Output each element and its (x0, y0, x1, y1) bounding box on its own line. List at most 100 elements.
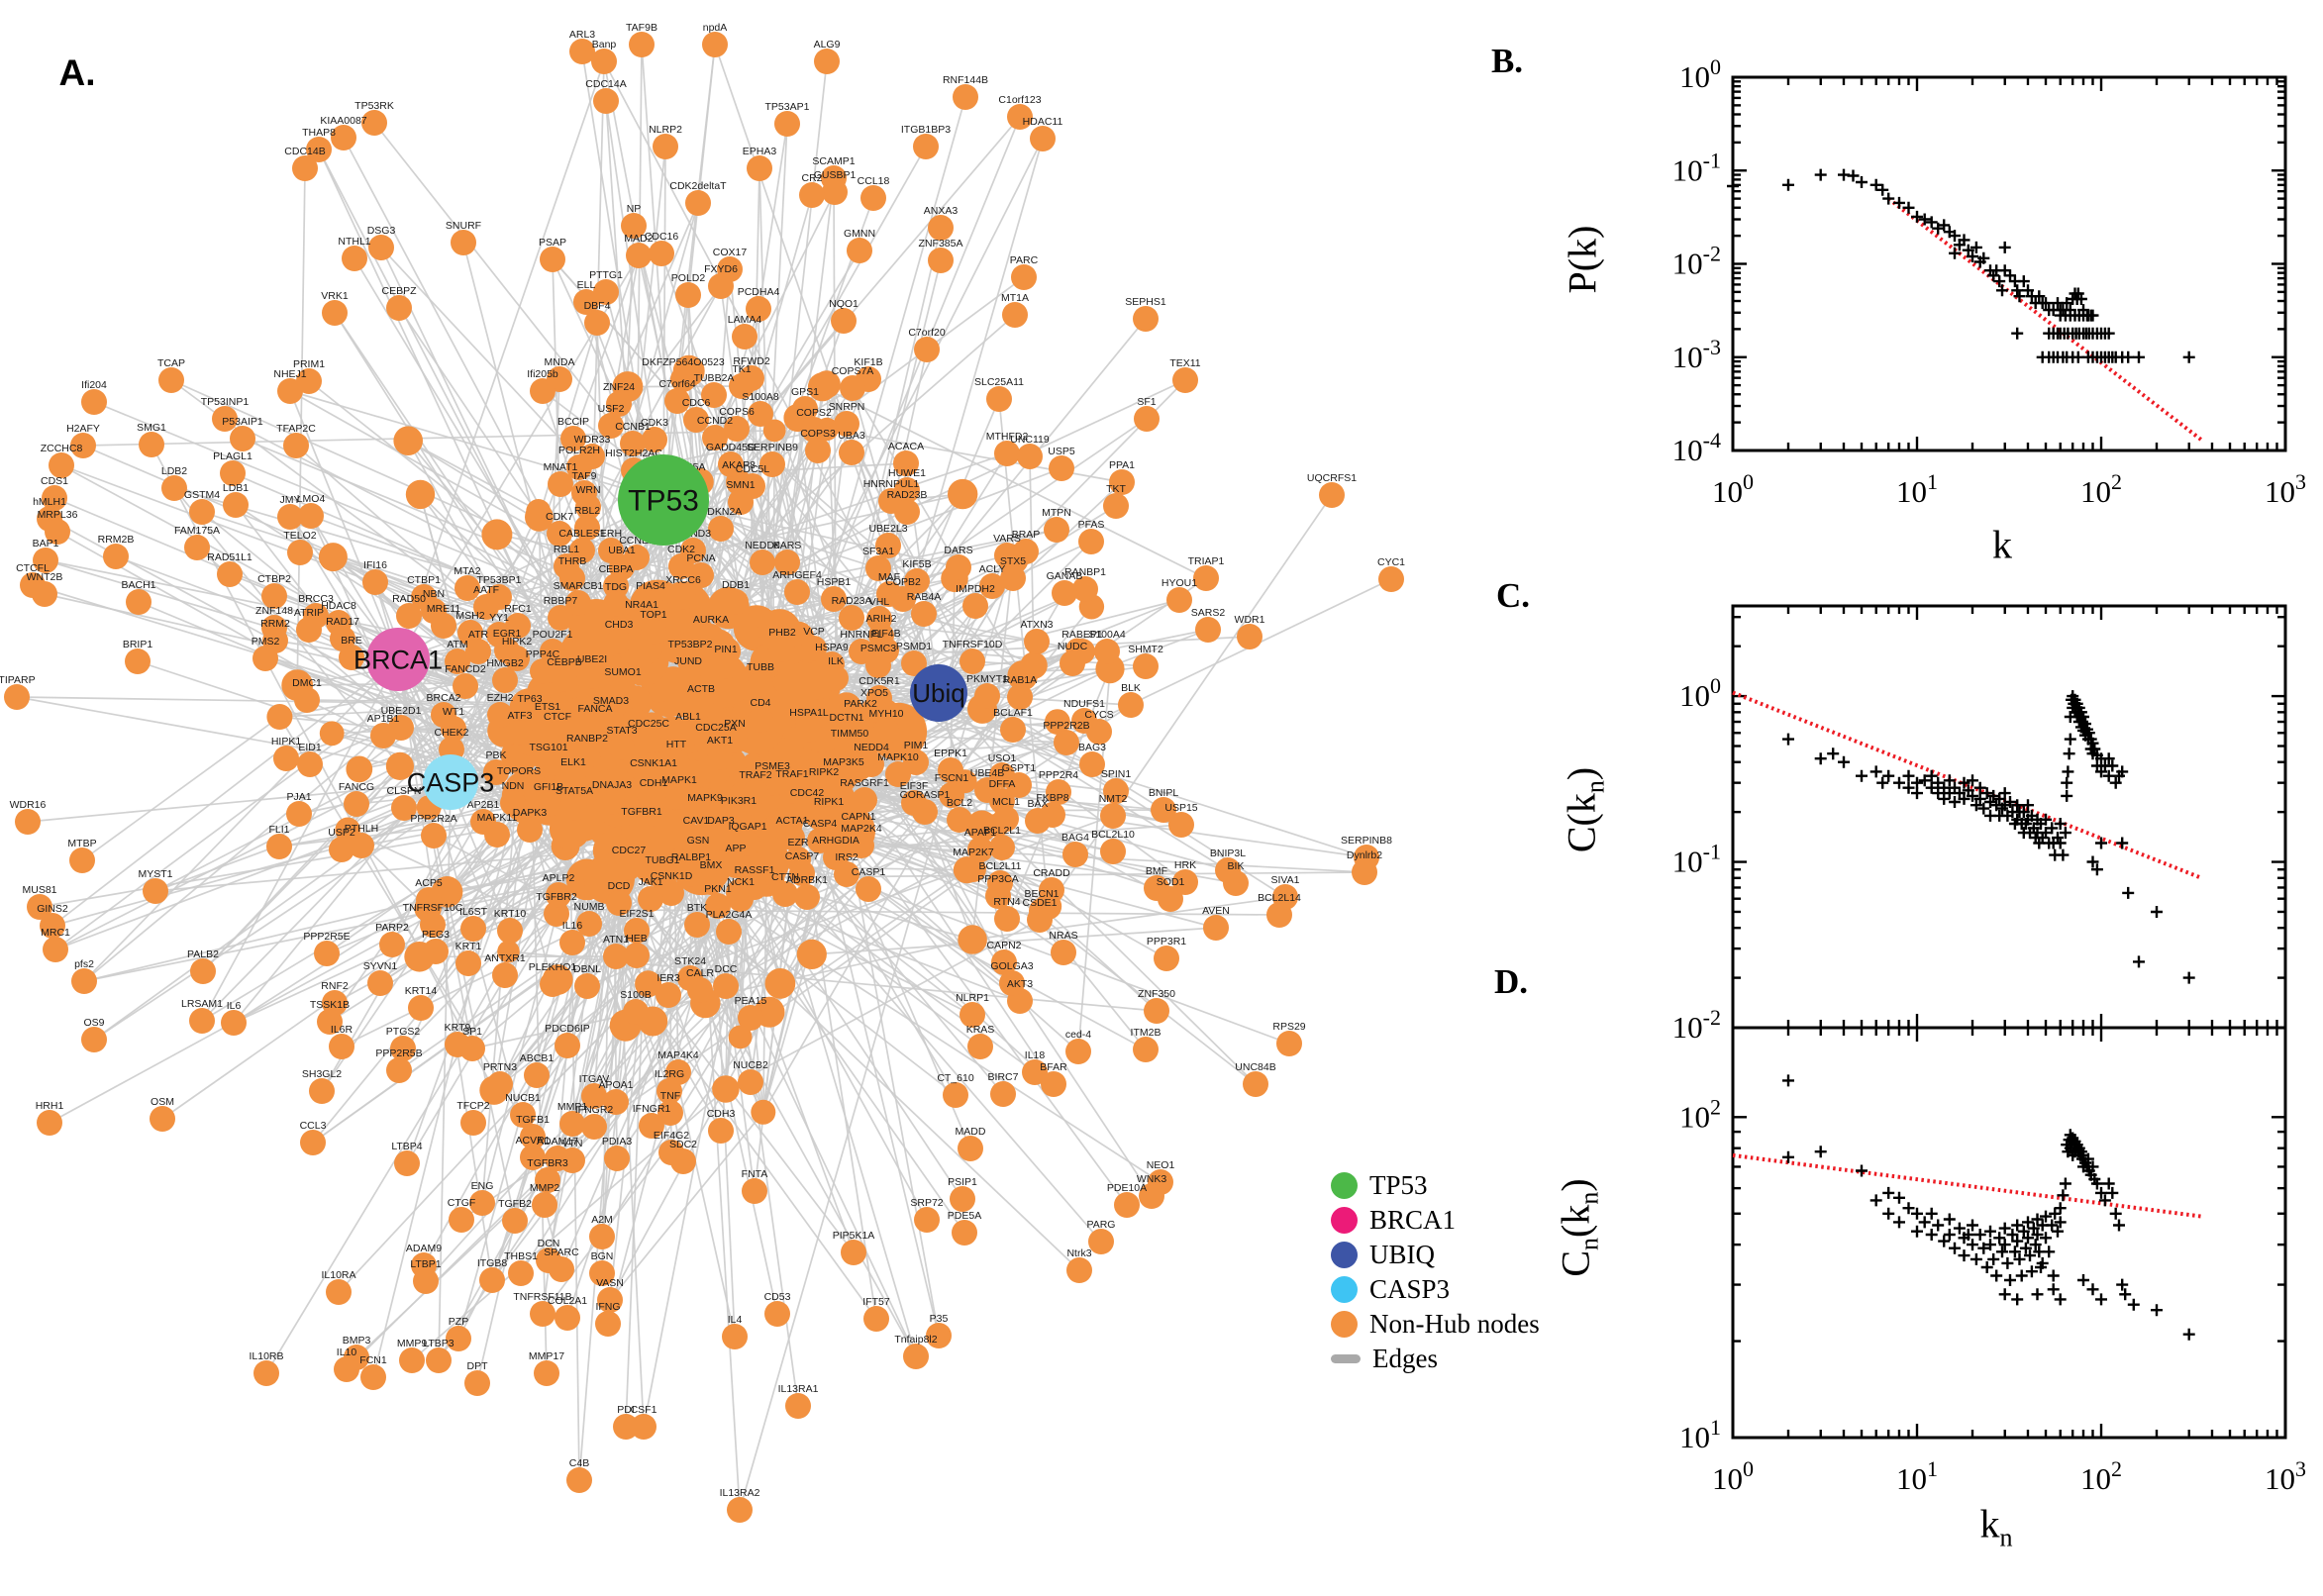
gene-label: SERPINB8 (1341, 835, 1392, 847)
gene-node (684, 912, 710, 938)
gene-label: IL10RA (321, 1269, 355, 1281)
gene-node (576, 911, 602, 937)
gene-node (536, 791, 561, 817)
gene-label: NR4A1 (625, 599, 658, 611)
gene-node (40, 913, 65, 939)
gene-label: COL2A1 (548, 1295, 587, 1307)
gene-node (636, 728, 661, 753)
gene-label: RASGRF1 (840, 777, 889, 789)
gene-node (460, 1110, 486, 1136)
gene-label: SLC25A11 (974, 376, 1024, 388)
hub-label-tp53: TP53 (628, 485, 699, 518)
gene-label: IL4 (728, 1314, 743, 1326)
gene-node (344, 791, 369, 817)
gene-label: BCCIP (557, 416, 589, 428)
gene-label: NRAS (1049, 930, 1077, 942)
panel-d-letter: D. (1493, 962, 1529, 1001)
gene-node (774, 111, 800, 137)
gene-label: CDH1 (640, 777, 668, 789)
gene-node (32, 581, 57, 607)
gene-label: TELO2 (283, 530, 316, 542)
gene-node (779, 825, 805, 850)
gene-node (1049, 455, 1074, 481)
gene-node (266, 834, 292, 859)
gene-node (849, 833, 874, 858)
gene-node (1193, 565, 1219, 591)
gene-label: HDAC11 (1023, 116, 1063, 128)
gene-node (252, 646, 278, 671)
gene-node (856, 876, 881, 902)
gene-node (581, 1114, 607, 1140)
gene-node (1088, 1229, 1114, 1254)
gene-label: RAD51L1 (207, 551, 252, 563)
gene-label: CHD3 (605, 619, 634, 631)
gene-node (559, 565, 585, 591)
gene-label: PSME3 (755, 760, 790, 772)
gene-node (732, 324, 758, 349)
gene-node (713, 973, 739, 999)
gene-node (663, 748, 689, 774)
gene-label: IL10 (337, 1347, 357, 1358)
gene-node (560, 426, 586, 451)
gene-node (561, 795, 587, 821)
gene-node (746, 296, 771, 322)
gene-node (629, 32, 655, 57)
gene-label: KRT14 (405, 985, 438, 997)
gene-label: MAP2K4 (841, 823, 882, 835)
legend-item-casp3: CASP3 (1331, 1274, 1540, 1304)
gene-node (530, 1301, 556, 1327)
gene-label: TP63 (517, 693, 542, 705)
legend-label: Non-Hub nodes (1369, 1308, 1540, 1339)
legend-swatch-circle (1331, 1206, 1358, 1234)
gene-node (1166, 587, 1192, 613)
gene-label: BRAP (1012, 529, 1041, 541)
gene-node (962, 593, 988, 619)
gene-node (774, 549, 800, 575)
gene-label: PTGS2 (386, 1026, 421, 1038)
gene-node (772, 881, 798, 907)
tick-label: 10-1 (1672, 148, 1721, 187)
gene-label: BGN (591, 1250, 614, 1262)
gene-label: NDUFS1 (1063, 698, 1105, 710)
gene-node (517, 817, 543, 843)
gene-node (885, 761, 911, 787)
gene-label: NEDD4 (854, 742, 889, 753)
gene-label: TFAP2C (276, 423, 316, 435)
gene-node (860, 185, 886, 211)
gene-node (1024, 629, 1050, 654)
gene-node (713, 653, 739, 679)
gene-label: LRSAM1 (181, 998, 223, 1010)
gene-label: MNDA (545, 356, 575, 368)
gene-label: PDIA3 (602, 1136, 633, 1147)
gene-label: RRM2B (98, 534, 135, 546)
gene-label: A2M (591, 1214, 613, 1226)
gene-node (296, 617, 322, 643)
panel-b-letter: B. (1490, 42, 1524, 80)
gene-node (360, 1364, 386, 1390)
gene-label: IL6ST (459, 906, 488, 918)
panel-c-letter: C. (1495, 576, 1531, 615)
gene-label: CASP7 (785, 850, 820, 862)
gene-label: LTBP3 (423, 1338, 454, 1349)
gene-node (789, 860, 815, 886)
hub-nodes-layer: TP53 BRCA1 CASP3 Ubiq (354, 454, 967, 810)
gene-label: IL6 (227, 1000, 242, 1012)
gene-label: RBL2 (574, 505, 600, 517)
gene-label: VARS (993, 533, 1021, 545)
gene-label: AKT1 (707, 735, 733, 747)
gene-node (544, 901, 569, 927)
gene-node (386, 295, 412, 321)
gene-node (904, 568, 930, 594)
gene-label: PPP3CA (977, 873, 1018, 885)
gene-node (536, 751, 561, 777)
gene-label: ADRBK1 (786, 874, 828, 886)
gene-label: CRADD (1033, 867, 1070, 879)
gene-label: HMGB2 (486, 657, 524, 669)
gene-node (631, 1414, 656, 1440)
gene-node (71, 968, 97, 994)
gene-node (960, 856, 986, 882)
gene-node (613, 1414, 639, 1440)
gene-label: CABLES1 (558, 528, 605, 540)
gene-label: ELL (577, 279, 596, 291)
